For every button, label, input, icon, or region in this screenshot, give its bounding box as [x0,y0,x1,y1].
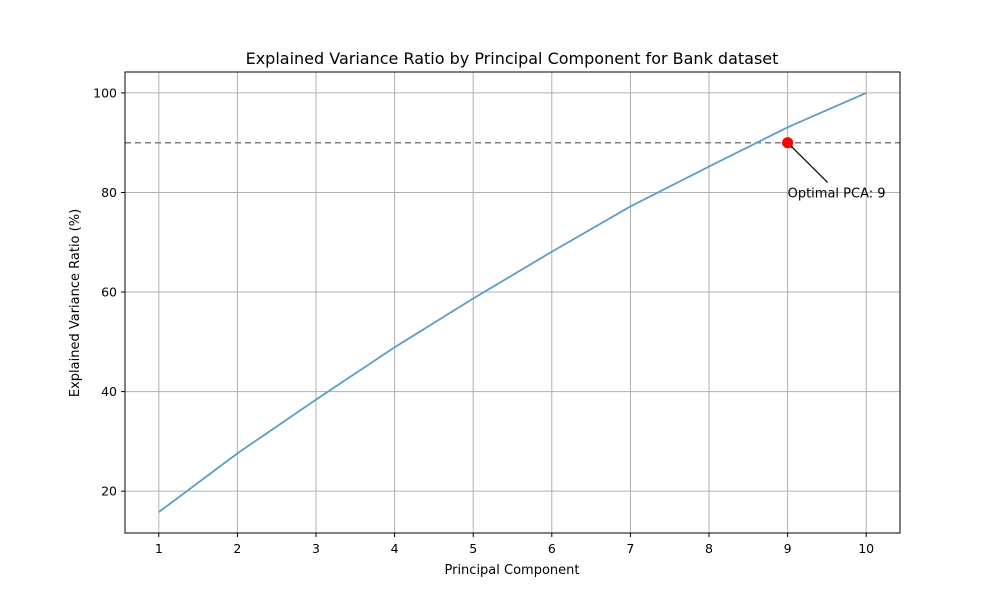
x-tick-label: 4 [391,541,399,556]
x-tick-label: 2 [233,541,241,556]
y-axis-label: Explained Variance Ratio (%) [68,209,83,397]
x-tick-label: 1 [155,541,163,556]
marker-layer: Optimal PCA: 9 [782,137,886,201]
y-axis-ticks: 20 40 60 80 100 [93,85,125,499]
series-line-0 [158,92,867,513]
y-tick-label: 100 [93,85,117,100]
x-axis-label: Principal Component [444,563,579,578]
grid [125,72,900,533]
annotation-arrow [792,147,829,183]
y-tick-label: 40 [101,384,117,399]
plot-frame [124,71,901,534]
x-tick-label: 7 [626,541,634,556]
y-tick-label: 80 [101,185,117,200]
x-axis-ticks: 1 2 3 4 5 6 7 8 9 10 [155,533,874,556]
y-tick-label: 60 [101,285,117,300]
chart-title: Explained Variance Ratio by Principal Co… [246,49,779,68]
x-tick-label: 9 [784,541,792,556]
optimal-point-marker [782,137,794,149]
x-tick-label: 8 [705,541,713,556]
y-tick-label: 20 [101,484,117,499]
annotation-label: Optimal PCA: 9 [788,186,886,201]
x-tick-label: 6 [548,541,556,556]
x-tick-label: 3 [312,541,320,556]
x-tick-label: 5 [469,541,477,556]
series-layer [158,92,867,513]
x-tick-label: 10 [858,541,874,556]
